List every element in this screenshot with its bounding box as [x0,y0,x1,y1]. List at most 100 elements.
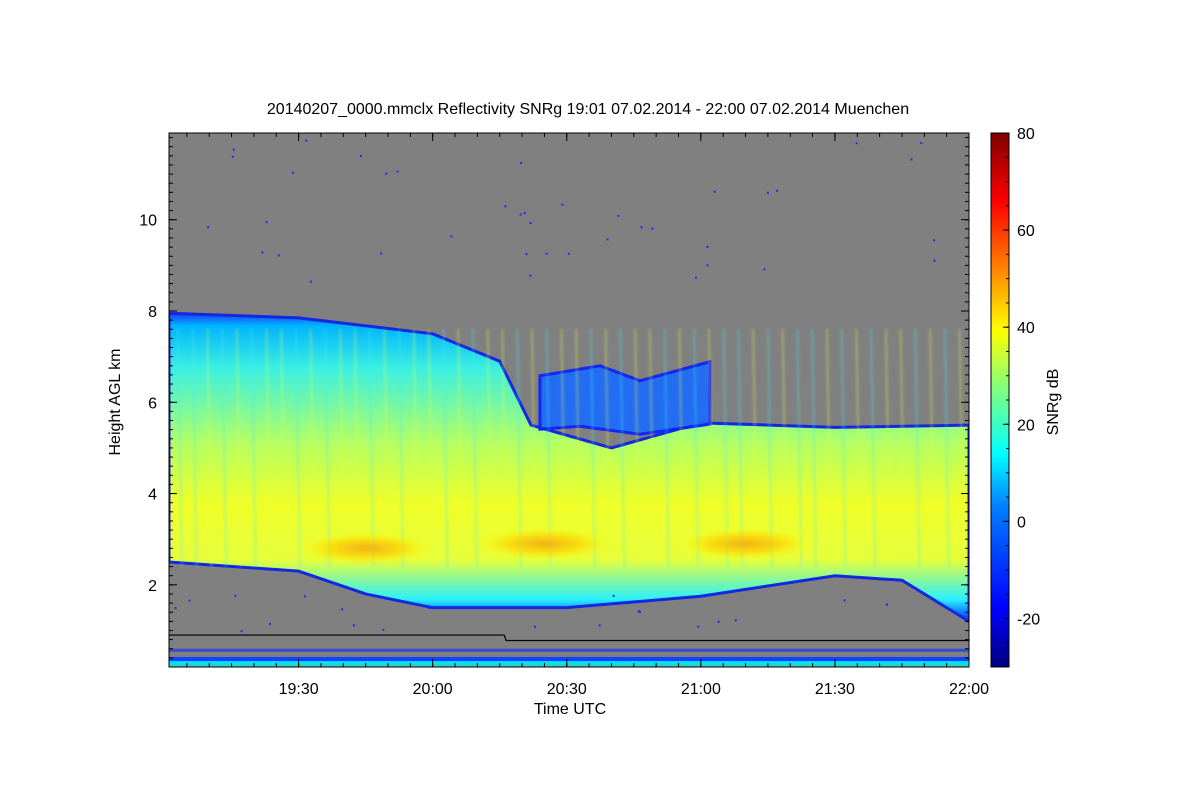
noise-pixel [638,611,641,614]
lowest-range-line [169,634,969,642]
fall-streak [294,329,301,567]
noise-pixel [886,603,889,606]
fall-streak [206,329,213,567]
noise-pixel [766,191,769,194]
snr-maximum-region [675,527,816,560]
fall-streak [176,329,183,567]
fall-streak [280,329,287,567]
noise-pixel [385,172,388,175]
fall-streak [648,329,655,567]
fall-streak [796,329,803,567]
noise-pixel [734,619,737,622]
fall-streak [914,329,921,567]
fall-streak [840,329,847,567]
noise-pixel [352,624,355,627]
colorbar-tick-label: 40 [1017,320,1035,337]
noise-pixel [843,599,846,602]
fall-streak [250,329,257,567]
noise-pixel [561,203,564,206]
fall-streak [545,329,552,567]
noise-pixel [427,607,430,610]
fall-streak [353,329,360,567]
fall-streak [634,329,641,567]
fall-streak [442,329,449,567]
noise-pixel [637,610,640,613]
fall-streak [870,329,877,567]
noise-pixel [920,142,923,145]
colorbar-tick-label: 60 [1017,223,1035,240]
noise-pixel [567,252,570,255]
colorbar-tick-label: -20 [1017,611,1040,628]
noise-pixel [706,264,709,267]
noise-pixel [269,622,272,625]
noise-pixel [382,628,385,631]
fall-streak [235,329,242,567]
colorbar-ticks: -20 0 20 40 60 80 [1003,126,1040,668]
noise-pixel [545,252,548,255]
clutter-band [169,664,969,667]
noise-pixel [697,625,700,628]
noise-pixel [396,170,399,173]
noise-pixel [232,148,235,151]
x-tick-label: 21:30 [815,681,855,698]
noise-pixel [303,595,306,598]
noise-pixel [261,251,264,254]
noise-pixel [305,139,308,142]
y-tick-label: 10 [139,213,157,230]
noise-pixel [694,276,697,279]
x-tick-label: 19:30 [279,681,319,698]
fall-streak [929,329,936,567]
noise-pixel [359,155,362,158]
fall-streak [884,329,891,567]
fall-streak [678,329,685,567]
noise-pixel [234,594,237,597]
noise-pixel [341,608,344,611]
noise-pixel [640,226,643,229]
fall-streak [486,329,493,567]
fall-streak [811,329,818,567]
fall-streak [383,329,390,567]
plot-area [168,132,970,668]
noise-pixel [520,161,523,164]
snr-maximum-region [474,527,615,560]
noise-pixel [534,625,537,628]
y-tick-label: 2 [148,578,157,595]
colorbar-title: SNRg dB [1045,369,1062,436]
clutter-band [169,648,969,652]
x-tick-label: 20:00 [413,681,453,698]
fall-streak [309,329,316,567]
noise-pixel [265,221,268,224]
fall-streak [737,329,744,567]
fall-streak [265,329,272,567]
fall-streak [766,329,773,567]
fall-streak [398,329,405,567]
fall-streak [663,329,670,567]
noise-pixel [910,158,913,161]
fall-streak [825,329,832,567]
noise-pixel [529,274,532,277]
x-tick-labels: 19:30 20:00 20:30 21:00 21:30 22:00 [279,681,990,698]
fall-streak [457,329,464,567]
noise-pixel [763,268,766,271]
noise-pixel [933,259,936,262]
noise-pixel [240,630,243,633]
fall-streak [855,329,862,567]
colorbar-tick-label: 20 [1017,417,1035,434]
fall-streak [471,329,478,567]
y-tick-label: 4 [148,487,157,504]
x-tick-label: 20:30 [547,681,587,698]
snr-maximum-region [295,532,436,565]
y-tick-label: 8 [148,304,157,321]
noise-pixel [523,211,526,214]
noise-pixel [174,607,177,610]
colorbar: -20 0 20 40 60 80 [990,126,1040,668]
colorbar-tick-label: 0 [1017,514,1026,531]
noise-pixel [598,624,601,627]
fall-streak [530,329,537,567]
axis-ticks [169,133,970,668]
plot-frame [168,132,970,668]
clutter-band [169,661,969,666]
noise-pixel [717,620,720,623]
fall-streak [619,329,626,567]
